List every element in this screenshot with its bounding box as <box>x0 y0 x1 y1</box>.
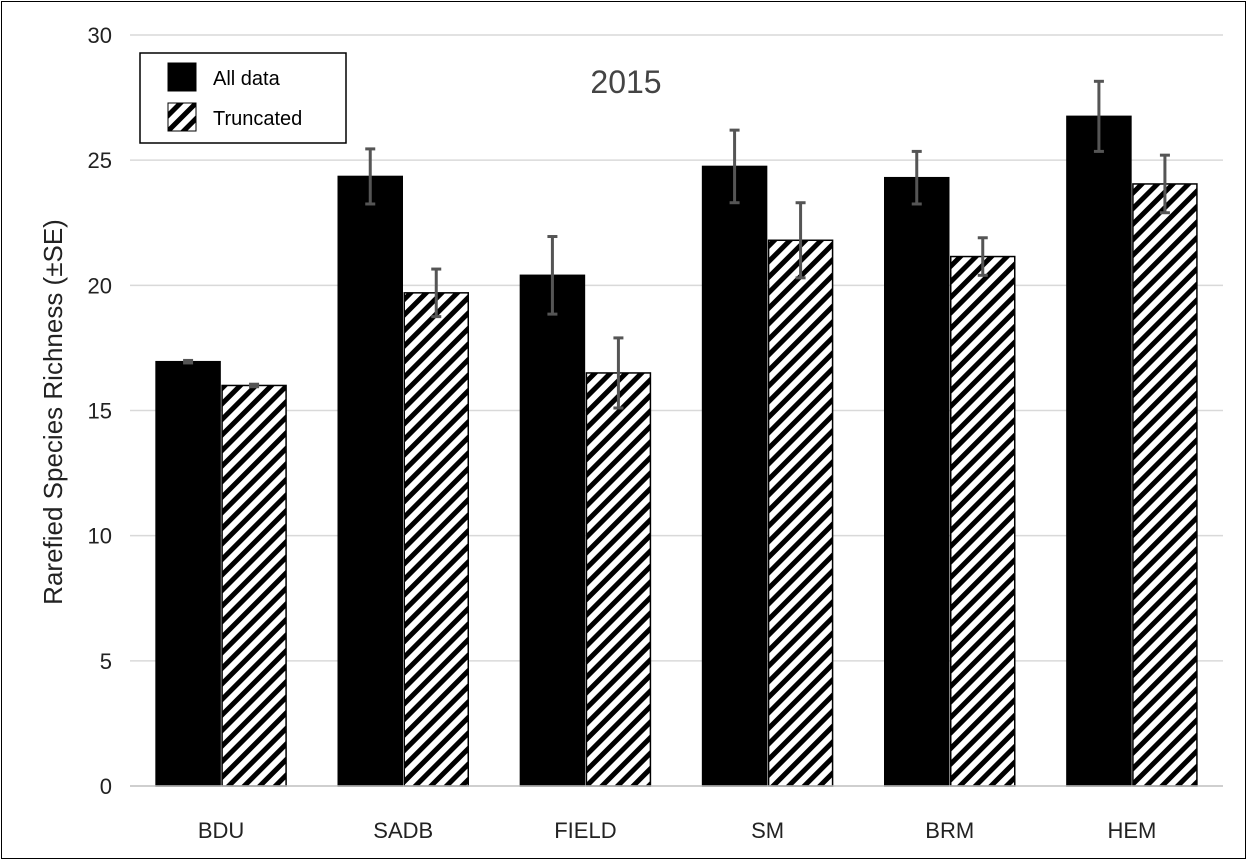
bar-brm-all-data <box>884 176 950 787</box>
legend-swatch-truncated <box>167 102 197 132</box>
error-bar-bdu-truncated <box>249 382 260 389</box>
error-bar-brm-truncated <box>977 236 988 277</box>
bar-bdu-truncated <box>221 384 287 787</box>
error-bar-bdu-all-data <box>183 358 194 365</box>
legend-label-truncated: Truncated <box>213 108 302 130</box>
bar-sadb-truncated <box>403 292 469 787</box>
x-tick-label-field: FIELD <box>554 818 616 843</box>
bar-hem-truncated <box>1132 183 1198 787</box>
error-bar-sadb-truncated <box>431 267 442 319</box>
y-tick-label: 5 <box>100 649 112 674</box>
bar-hem-all-data <box>1066 115 1132 787</box>
bar-brm-truncated <box>950 255 1016 787</box>
axes: 0 5 10 15 20 25 30 BDU SADB FIELD SM BRM HEM <box>88 23 1223 843</box>
bar-sm-all-data <box>701 165 768 787</box>
error-bar-field-all-data <box>547 235 558 316</box>
error-bars <box>183 79 1170 410</box>
legend-swatch-all-data <box>167 62 197 92</box>
bars <box>155 115 1198 787</box>
legend: All data Truncated <box>139 52 347 144</box>
bar-sadb-all-data <box>337 175 403 787</box>
error-bar-sadb-all-data <box>365 147 376 206</box>
x-tick-label-bdu: BDU <box>198 818 244 843</box>
x-tick-label-hem: HEM <box>1107 818 1156 843</box>
y-axis-title: Rarefied Species Richness (±SE) <box>38 219 68 605</box>
bar-bdu-all-data <box>155 360 221 787</box>
error-bar-sm-all-data <box>729 128 740 205</box>
error-bar-hem-truncated <box>1159 153 1170 215</box>
y-tick-label: 30 <box>88 23 112 48</box>
chart-title: 2015 <box>590 64 661 100</box>
legend-label-all-data: All data <box>213 68 281 90</box>
y-tick-label: 15 <box>88 399 112 424</box>
error-bar-sm-truncated <box>795 201 806 280</box>
x-tick-label-sm: SM <box>751 818 784 843</box>
y-tick-label: 0 <box>100 774 112 799</box>
y-tick-label: 25 <box>88 148 112 173</box>
error-bar-field-truncated <box>613 336 624 410</box>
y-tick-label: 10 <box>88 524 112 549</box>
grid-lines <box>130 34 1223 662</box>
bar-sm-truncated <box>767 239 834 787</box>
y-tick-label: 20 <box>88 273 112 298</box>
error-bar-hem-all-data <box>1093 79 1104 153</box>
x-tick-label-sadb: SADB <box>373 818 433 843</box>
error-bar-brm-all-data <box>911 149 922 206</box>
x-tick-label-brm: BRM <box>925 818 974 843</box>
bar-field-truncated <box>585 372 652 787</box>
bar-field-all-data <box>519 274 586 787</box>
